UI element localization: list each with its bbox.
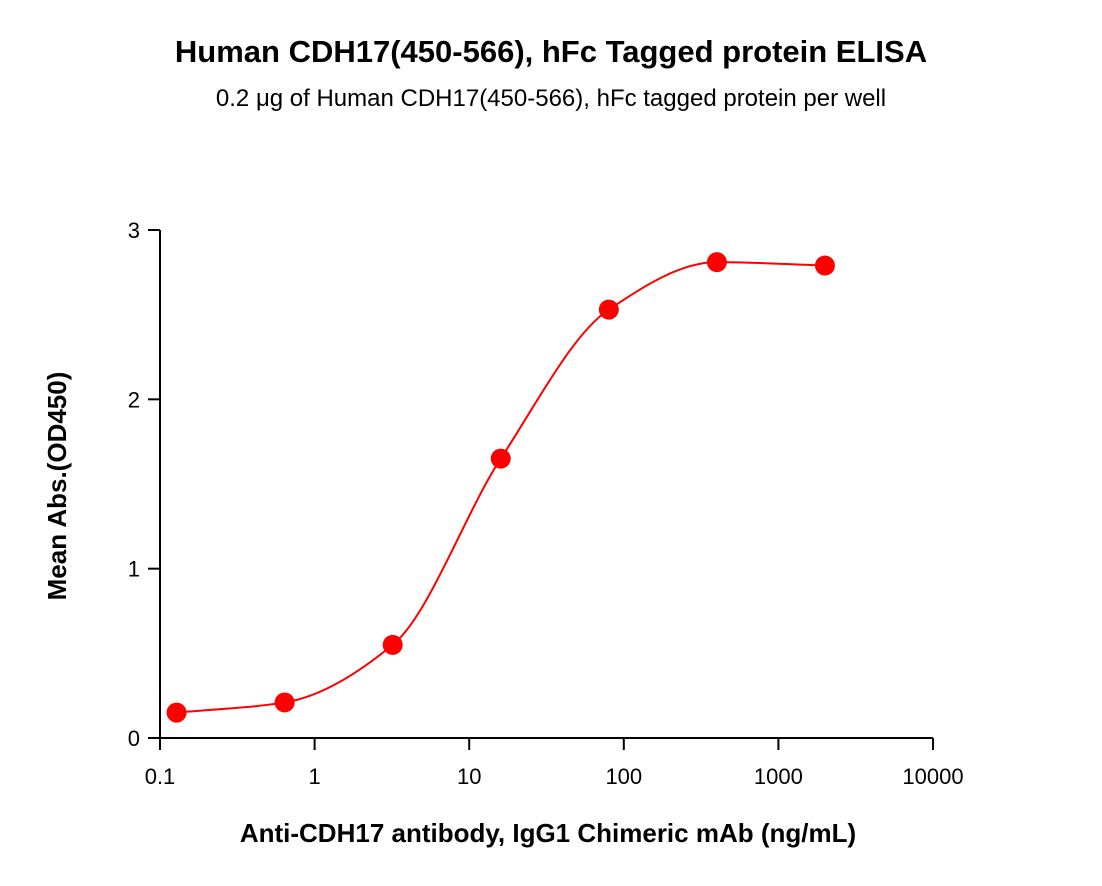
x-tick-label: 10 (457, 764, 481, 789)
data-point (490, 448, 511, 469)
data-point (814, 255, 835, 276)
chart-title: Human CDH17(450-566), hFc Tagged protein… (175, 34, 927, 69)
data-point (706, 252, 727, 273)
y-tick-label: 3 (128, 218, 140, 243)
x-tick-label: 100 (605, 764, 642, 789)
data-point (382, 634, 403, 655)
x-tick-label: 1000 (754, 764, 803, 789)
chart-subtitle: 0.2 μg of Human CDH17(450-566), hFc tagg… (216, 85, 886, 112)
y-tick-label: 1 (128, 557, 140, 582)
y-axis-label: Mean Abs.(OD450) (42, 372, 72, 601)
y-tick-label: 2 (128, 387, 140, 412)
fit-curve (176, 261, 825, 714)
data-point (274, 692, 295, 713)
data-point (166, 702, 187, 723)
x-axis-label: Anti-CDH17 antibody, IgG1 Chimeric mAb (… (240, 818, 856, 848)
x-tick-label: 10000 (902, 764, 963, 789)
y-tick-label: 0 (128, 726, 140, 751)
x-tick-label: 0.1 (145, 764, 176, 789)
x-tick-label: 1 (308, 764, 320, 789)
data-point (598, 299, 619, 320)
